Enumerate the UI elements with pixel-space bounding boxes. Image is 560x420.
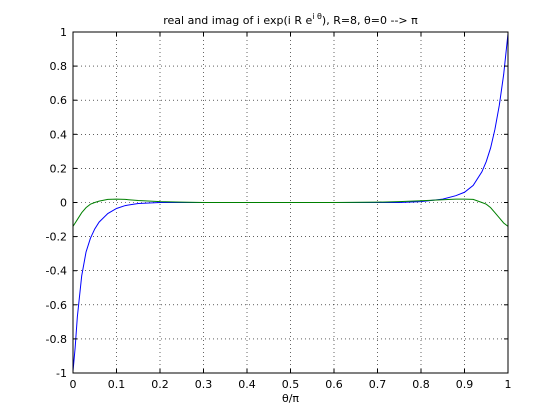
x-axis-label: θ/π (282, 392, 299, 405)
y-tick-label: 0.4 (50, 128, 68, 141)
x-tick-label: 0.7 (369, 378, 387, 391)
y-tick-label: 0 (60, 197, 67, 210)
y-tick-label: -1 (56, 367, 67, 380)
x-tick-label: 0.1 (108, 378, 126, 391)
y-tick-label: -0.4 (46, 265, 67, 278)
y-tick-label: 0.6 (50, 94, 68, 107)
x-tick-label: 0.3 (195, 378, 213, 391)
x-tick-label: 0.9 (456, 378, 474, 391)
y-tick-label: 0.2 (50, 162, 68, 175)
y-tick-label: -0.2 (46, 231, 67, 244)
y-tick-label: 1 (60, 26, 67, 39)
x-tick-label: 0 (70, 378, 77, 391)
y-tick-label: -0.8 (46, 333, 67, 346)
series-group (72, 33, 509, 372)
x-tick-label: 0.8 (412, 378, 430, 391)
x-tick-label: 0.4 (238, 378, 256, 391)
y-tick-label: 0.8 (50, 60, 68, 73)
x-tick-label: 1 (505, 378, 512, 391)
chart-title-rest: ), R=8, θ=0 --> π (322, 14, 418, 27)
x-tick-label: 0.2 (151, 378, 169, 391)
x-tick-label: 0.5 (282, 378, 300, 391)
series-line-green (72, 198, 509, 227)
chart-title: real and imag of i exp(i R ei θ), R=8, θ… (163, 12, 418, 27)
grid (73, 32, 508, 373)
x-tick-label: 0.6 (325, 378, 343, 391)
chart-title-superscript: i θ (312, 12, 322, 21)
chart-title-main: real and imag of i exp(i R e (163, 14, 312, 27)
tick-group: 0 0.1 0.2 0.3 0.4 0.5 0.6 0.7 0.8 0.9 1 1 0.8 0.6 0.4 0… (46, 26, 512, 391)
y-tick-label: -0.6 (46, 299, 67, 312)
